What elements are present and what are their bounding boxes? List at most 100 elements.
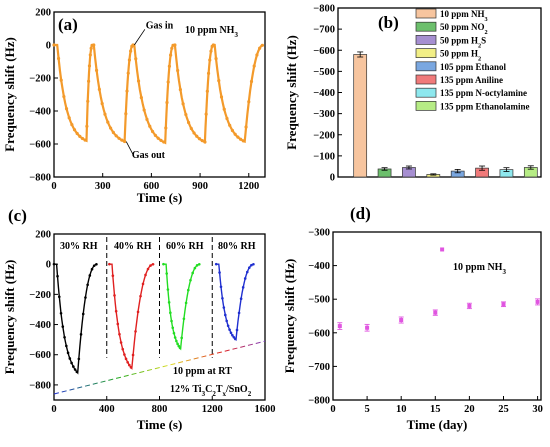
panel-b-legend-swatch <box>416 62 436 71</box>
panel-c-data-point <box>246 271 249 274</box>
panel-a-data-point <box>124 112 127 115</box>
panel-a-data-point <box>212 43 215 46</box>
panel-c-data-point <box>220 285 223 288</box>
panel-c-rh-label: 30% RH <box>60 241 98 252</box>
panel-a-xtick-label: 0 <box>51 181 56 192</box>
panel-b-bar <box>354 54 367 177</box>
panel-a-data-point <box>89 53 92 56</box>
panel-c-ytick-label: −800 <box>29 380 51 391</box>
panel-d-ytick-label: −400 <box>308 261 330 272</box>
text-span: 3 <box>485 16 488 23</box>
panel-c-data-point <box>78 358 81 361</box>
text-span: 135 ppm Aniline <box>440 75 503 85</box>
panel-c-note-1: 10 ppm at RT <box>173 366 232 377</box>
panel-a-label: (a) <box>58 15 78 34</box>
panel-c-data-point <box>82 313 85 316</box>
panel-a-data-point <box>84 138 87 141</box>
panel-b-ytick-label: −200 <box>313 130 335 141</box>
panel-b-ytick-label: −100 <box>313 151 335 162</box>
panel-b-legend-swatch <box>416 49 436 58</box>
panel-a-data-point <box>250 80 253 83</box>
panel-a-data-point <box>140 96 143 99</box>
panel-c-data-point <box>194 267 197 270</box>
panel-c-data-point <box>238 312 241 315</box>
panel-a-ytick-label: 0 <box>46 41 51 52</box>
panel-c-data-point <box>169 311 172 314</box>
panel-c-data-point <box>61 325 64 328</box>
panel-b-ytick-label: −600 <box>313 46 335 57</box>
panel-c-xtick-label: 1600 <box>255 404 276 415</box>
panel-a-data-point <box>101 102 104 105</box>
panel-a-data-point <box>134 57 137 60</box>
panel-c-data-point <box>113 294 116 297</box>
panel-c-data-point <box>221 297 224 300</box>
panel-a-data-point <box>220 95 223 98</box>
panel-d-data-point <box>433 311 437 315</box>
panel-a-data-point <box>209 50 212 53</box>
panel-c-series-line <box>109 264 154 368</box>
panel-d-xtick-label: 30 <box>532 404 543 415</box>
panel-c-data-point <box>218 271 221 274</box>
panel-d-data-point <box>440 247 444 251</box>
panel-c-ytick-label: −200 <box>29 290 51 301</box>
panel-c-data-point <box>183 317 186 320</box>
panel-c-data-point <box>65 345 68 348</box>
panel-b-legend-label: 135 ppm Ethanolamine <box>440 101 530 111</box>
panel-d-ytick-label: −300 <box>308 228 330 239</box>
panel-a-data-point <box>170 47 173 50</box>
panel-d-data-point <box>501 302 505 306</box>
panel-b-ylabel: Frequency shift (Hz) <box>284 35 299 150</box>
panel-a-data-point <box>244 125 247 128</box>
panel-c-data-point <box>165 272 168 275</box>
panel-a-annotation: 10 ppm NH3 <box>185 25 238 39</box>
panel-a-data-point <box>167 80 170 83</box>
panel-a-data-point <box>73 128 76 131</box>
panel-c-data-point <box>185 302 188 305</box>
panel-a-ytick-label: −400 <box>29 107 51 118</box>
panel-a-data-point <box>68 116 71 119</box>
panel-b-legend-swatch <box>416 88 436 97</box>
text-span: 3 <box>234 31 238 39</box>
panel-a-data-point <box>208 58 211 61</box>
panel-c-data-point <box>139 295 142 298</box>
panel-c-data-point <box>116 323 119 326</box>
panel-c-xtick-label: 400 <box>99 404 115 415</box>
panel-a-gas-in-pointer <box>134 29 145 45</box>
panel-b-ytick-label: −500 <box>313 67 335 78</box>
panel-a-data-point <box>192 131 195 134</box>
panel-c-data-point <box>228 328 231 331</box>
panel-a-data-point <box>225 117 228 120</box>
panel-c-data-point <box>120 341 123 344</box>
panel-b-legend-label: 10 ppm NH3 <box>440 9 488 23</box>
panel-a-data-point <box>57 57 60 60</box>
panel-a-data-point <box>117 137 120 140</box>
panel-a-data-point <box>81 137 84 140</box>
panel-c-data-point <box>189 279 192 282</box>
text-span: 12% Ti <box>170 384 202 395</box>
panel-c-data-point <box>149 264 152 267</box>
panel-c-data-point <box>240 297 243 300</box>
panel-b-legend-label: 105 ppm Ethanol <box>440 62 507 72</box>
panel-a-data-point <box>168 65 171 68</box>
panel-d-data-point <box>536 300 540 304</box>
text-span: 50 ppm H <box>440 35 478 45</box>
panel-c-data-point <box>244 277 247 280</box>
panel-d-xtick-label: 15 <box>430 404 441 415</box>
panel-a-data-point <box>203 140 206 143</box>
panel-c-data-point <box>144 274 147 277</box>
panel-c-xlabel: Time (s) <box>137 417 183 432</box>
panel-a-data-point <box>137 79 140 82</box>
panel-a-data-point <box>60 79 63 82</box>
panel-a-data-point <box>88 64 91 67</box>
panel-c-ytick-label: −400 <box>29 320 51 331</box>
text-span: /SnO <box>225 384 248 395</box>
panel-c-data-point <box>134 330 137 333</box>
panel-d-xlabel: Time (day) <box>407 417 468 432</box>
panel-a-data-point <box>92 43 95 46</box>
panel-a-ylabel: Frequency shift (Hz) <box>2 37 17 152</box>
panel-c-data-point <box>91 268 94 271</box>
panel-a-data-point <box>258 47 261 50</box>
panel-a-series-line <box>54 45 264 143</box>
panel-c-ytick-label: 0 <box>46 260 51 271</box>
panel-c-data-point <box>130 366 133 369</box>
